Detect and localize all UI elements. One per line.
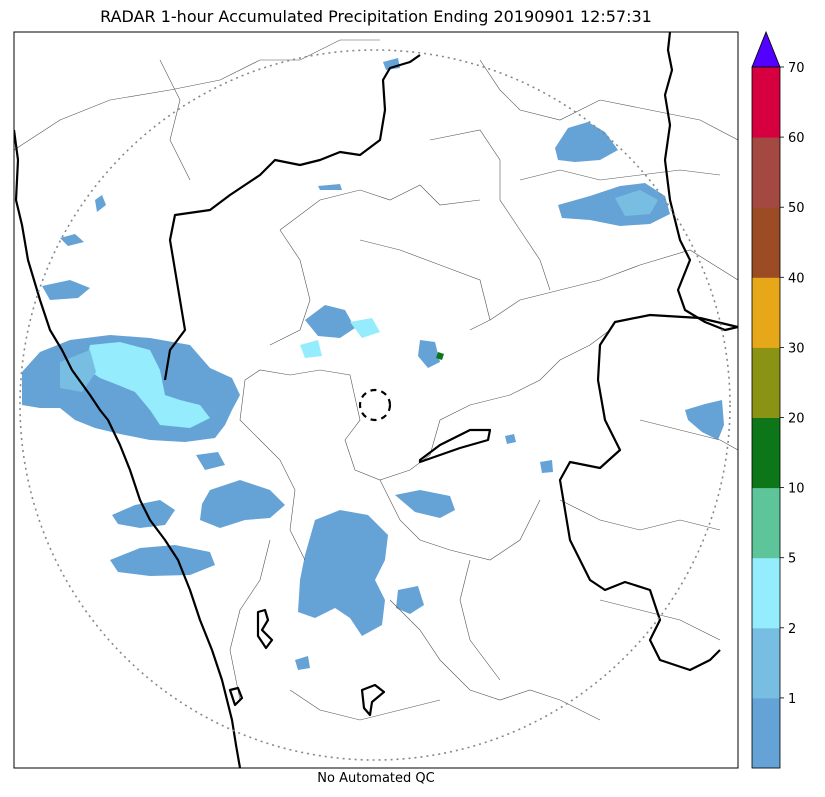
precip-area-e-small (540, 460, 553, 473)
precip-area-center-2 (300, 340, 322, 358)
state-border-island-1 (256, 608, 274, 650)
district-line-4 (359, 239, 491, 331)
precip-area-south-3 (200, 480, 285, 528)
district-line-13 (389, 599, 601, 721)
district-line-10 (239, 379, 306, 561)
precip-area-south-8 (196, 452, 225, 470)
district-line-12 (229, 539, 271, 701)
precip-area-south-5 (112, 500, 175, 528)
precip-area-nw-2 (60, 234, 84, 246)
colorbar: 1 2 5 10 20 30 40 50 60 70 (751, 30, 805, 769)
state-border-center (418, 428, 492, 464)
precip-area-south-7 (295, 656, 310, 670)
state-border-north (163, 54, 421, 381)
precip-area-center-1-cyan (350, 318, 380, 338)
colorbar-tick-label: 1 (788, 692, 796, 707)
colorbar-segment (752, 697, 780, 769)
district-line-9 (244, 329, 611, 481)
district-line-2 (279, 184, 481, 231)
radar-range-ring (19, 49, 731, 761)
precip-area-south-1 (298, 510, 388, 636)
precip-area-center-1 (305, 305, 355, 338)
state-border-east-2 (558, 313, 738, 672)
district-line-8 (519, 169, 721, 181)
coastline (14, 129, 242, 768)
precip-area-south-6 (395, 490, 455, 518)
district-line-3 (269, 229, 311, 346)
colorbar-segment (752, 347, 780, 418)
district-line-7 (599, 99, 738, 141)
colorbar-tick-label: 2 (788, 622, 796, 637)
state-boundaries (14, 32, 738, 768)
district-line-14 (289, 689, 441, 721)
precip-area-west-core (85, 342, 210, 428)
qc-footer: No Automated QC (317, 771, 435, 786)
district-line-1 (14, 39, 380, 151)
colorbar-tick-label: 20 (788, 412, 805, 427)
precip-area-center-3 (418, 340, 440, 368)
district-line-15 (559, 499, 721, 531)
precip-area-ne-2-core (615, 190, 658, 216)
colorbar-tick-label: 60 (788, 131, 805, 146)
colorbar-tick-label: 10 (788, 482, 805, 497)
precip-area-e-small-2 (505, 434, 516, 444)
district-line-6 (429, 129, 551, 291)
colorbar-segment (752, 207, 780, 278)
colorbar-segment (752, 487, 780, 559)
district-line-16 (599, 599, 721, 641)
chart-title: RADAR 1-hour Accumulated Precipitation E… (100, 7, 652, 26)
district-line-19 (639, 419, 738, 451)
colorbar-tick-label: 5 (788, 552, 796, 567)
state-border-east (663, 32, 738, 332)
colorbar-tick-label: 40 (788, 271, 805, 286)
map-frame (13, 31, 739, 769)
district-line-11 (379, 479, 541, 561)
precip-area-south-2 (396, 586, 424, 614)
district-line-20 (459, 559, 501, 681)
colorbar-segment (752, 67, 780, 138)
map-panel (14, 32, 738, 768)
colorbar-segment (752, 137, 780, 208)
precip-area-ne-1 (555, 122, 618, 162)
precip-area-west-mid (60, 350, 96, 392)
precip-area-east (685, 400, 724, 440)
colorbar-segment (752, 277, 780, 348)
precip-area-nw-3 (42, 280, 90, 300)
colorbar-segment (752, 627, 780, 699)
district-line-5 (489, 249, 738, 321)
district-line-18 (479, 59, 601, 121)
colorbar-segment (752, 557, 780, 629)
district-line-17 (159, 59, 191, 181)
precip-area-n-1 (318, 184, 342, 190)
colorbar-segments (752, 67, 780, 769)
radar-site-marker (358, 388, 392, 422)
precip-area-south-4 (110, 545, 215, 576)
precipitation-layer (22, 58, 724, 670)
district-boundaries (14, 39, 738, 721)
colorbar-extend-arrow (751, 30, 781, 68)
state-border-island-3 (228, 686, 244, 707)
colorbar-labels: 1 2 5 10 20 30 40 50 60 70 (780, 61, 805, 707)
precip-area-nw-1 (95, 195, 106, 212)
colorbar-segment (752, 417, 780, 489)
state-border-island-2 (360, 683, 386, 717)
colorbar-tick-label: 30 (788, 341, 805, 356)
precip-area-center-green (436, 352, 444, 360)
colorbar-tick-label: 50 (788, 201, 805, 216)
colorbar-tick-label: 70 (788, 61, 805, 76)
